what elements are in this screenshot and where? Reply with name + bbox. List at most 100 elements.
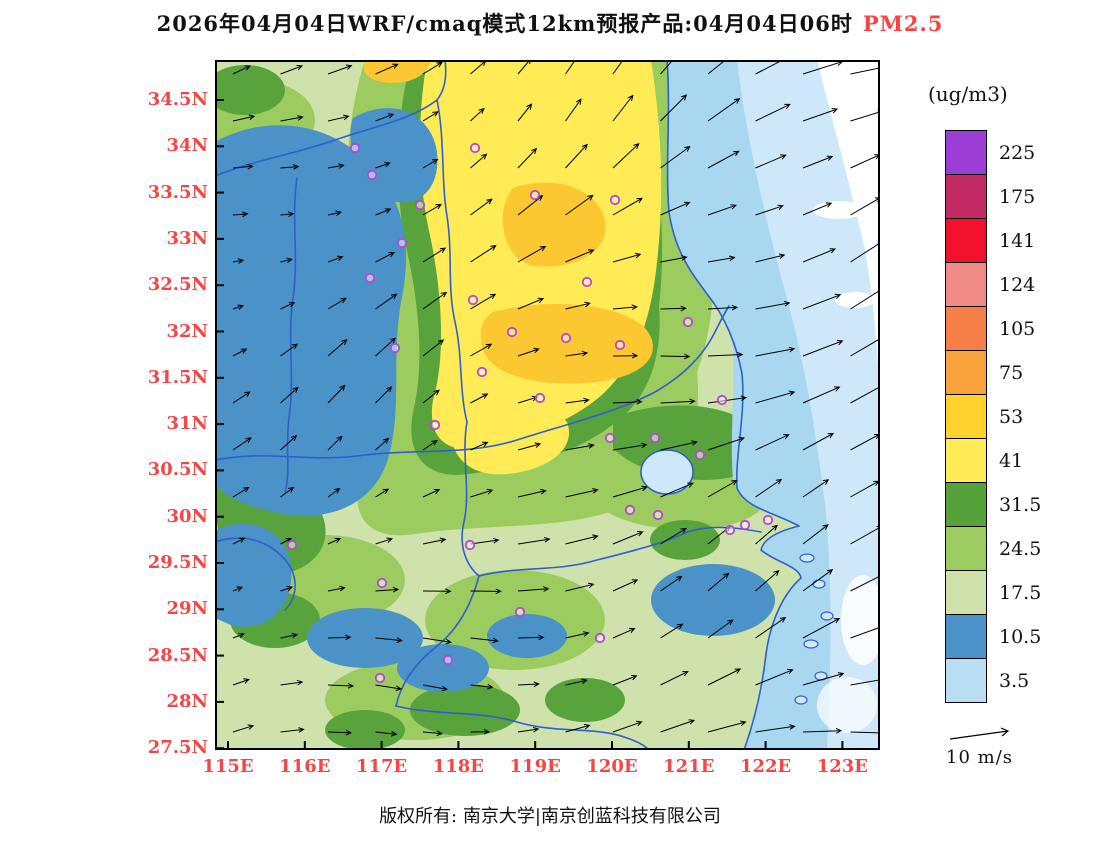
legend-row: 31.5 — [945, 482, 1041, 527]
legend-value: 124 — [999, 273, 1036, 296]
lat-tick-label: 27.5N — [147, 737, 208, 759]
city-marker — [374, 672, 386, 684]
border-jiangsu-zhejiang — [478, 526, 762, 577]
city-marker — [560, 332, 572, 344]
city-marker — [286, 539, 298, 551]
city-marker — [396, 237, 408, 249]
legend-value: 141 — [999, 229, 1036, 252]
wind-reference-label: 10 m/s — [946, 747, 1013, 768]
legend-value: 17.5 — [999, 581, 1042, 604]
city-marker — [364, 272, 376, 284]
border-anhui-jiangsu — [436, 99, 468, 423]
legend-swatch — [945, 570, 987, 615]
city-marker — [594, 632, 606, 644]
legend-value: 10.5 — [999, 625, 1042, 648]
city-marker — [376, 577, 388, 589]
lon-tick-label: 116E — [279, 756, 331, 777]
yangtze-river — [215, 305, 730, 461]
legend-row: 175 — [945, 174, 1041, 219]
city-marker — [514, 606, 526, 618]
legend-row: 3.5 — [945, 658, 1041, 703]
lat-tick-label: 28N — [166, 690, 208, 712]
city-marker — [604, 432, 616, 444]
title-main: 2026年04月04日WRF/cmaq模式12km预报产品:04月04日06时 — [156, 11, 853, 36]
legend-swatch — [945, 526, 987, 571]
legend-unit: (ug/m3) — [928, 82, 1008, 106]
city-marker — [652, 509, 664, 521]
legend-value: 3.5 — [999, 669, 1030, 692]
title-variable: PM2.5 — [862, 11, 944, 36]
city-marker — [389, 342, 401, 354]
lon-tick-label: 123E — [816, 756, 869, 777]
lon-tick-label: 122E — [739, 756, 792, 777]
wind-reference-arrow — [949, 727, 1010, 740]
taihu-lake — [640, 449, 694, 495]
legend-colorbar: 225 175 141 124 105 75 53 41 31.5 24.5 17.5 10.5 3.5 — [945, 130, 1041, 703]
map-area — [215, 60, 880, 750]
map-frame — [215, 60, 880, 750]
border-south — [395, 705, 650, 750]
city-marker — [682, 316, 694, 328]
lat-tick-label: 34N — [166, 135, 208, 157]
city-marker — [581, 276, 593, 288]
city-marker — [716, 394, 728, 406]
legend-row: 41 — [945, 438, 1041, 483]
lon-tick-label: 120E — [586, 756, 638, 777]
city-marker — [467, 294, 479, 306]
sea-contours — [667, 60, 880, 750]
lon-tick-label: 115E — [202, 756, 254, 777]
legend-row: 17.5 — [945, 570, 1041, 615]
city-marker — [506, 326, 518, 338]
legend-value: 75 — [999, 361, 1024, 384]
legend-value: 175 — [999, 185, 1036, 208]
city-marker — [694, 449, 706, 461]
city-marker — [762, 514, 774, 526]
legend-swatch — [945, 130, 987, 175]
gold-contours — [363, 60, 654, 384]
city-marker — [529, 189, 541, 201]
legend-value: 105 — [999, 317, 1036, 340]
city-marker — [349, 142, 361, 154]
lat-tick-label: 33.5N — [147, 181, 208, 203]
legend-value: 24.5 — [999, 537, 1042, 560]
legend-swatch — [945, 350, 987, 395]
lat-tick-label: 30.5N — [147, 459, 208, 481]
city-marker — [614, 339, 626, 351]
legend-swatch — [945, 262, 987, 307]
border-zhejiang-anhui — [395, 575, 480, 707]
legend-swatch — [945, 438, 987, 483]
lon-tick-label: 118E — [432, 756, 485, 777]
wind-vectors — [232, 60, 880, 737]
legend-row: 53 — [945, 394, 1041, 439]
legend-row: 141 — [945, 218, 1041, 263]
city-markers — [286, 142, 774, 684]
lat-tick-label: 28.5N — [147, 644, 208, 666]
legend-swatch — [945, 658, 987, 703]
legend-row: 75 — [945, 350, 1041, 395]
legend-swatch — [945, 174, 987, 219]
blue-contours — [215, 108, 775, 692]
legend-row: 105 — [945, 306, 1041, 351]
lat-tick-label: 34.5N — [147, 89, 208, 110]
wind-reference: 10 m/s — [946, 726, 1046, 768]
border-west-lower — [215, 537, 296, 611]
legend-swatch — [945, 218, 987, 263]
city-marker — [464, 539, 476, 551]
lat-tick-label: 31N — [166, 413, 208, 435]
lat-tick-label: 29.5N — [147, 552, 208, 573]
legend-row: 24.5 — [945, 526, 1041, 571]
legend-swatch — [945, 394, 987, 439]
lat-tick-label: 31.5N — [147, 366, 208, 388]
city-marker — [739, 519, 751, 531]
legend-row: 225 — [945, 130, 1041, 175]
pm25-contour-map — [215, 60, 880, 750]
city-marker — [469, 142, 481, 154]
legend-row: 124 — [945, 262, 1041, 307]
legend-value: 31.5 — [999, 493, 1042, 516]
lightblue-fringe — [677, 170, 763, 498]
lat-tick-label: 29N — [166, 598, 208, 620]
legend-swatch — [945, 306, 987, 351]
copyright-footer: 版权所有: 南京大学|南京创蓝科技有限公司 — [379, 806, 721, 827]
city-marker — [534, 392, 546, 404]
